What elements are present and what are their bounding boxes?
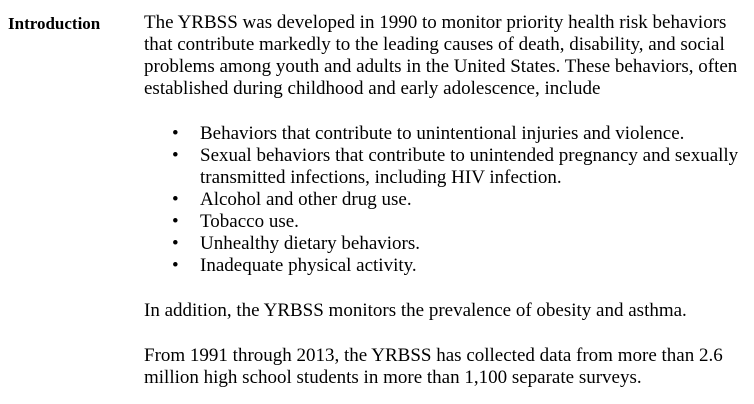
bullet-icon: • [172,189,179,210]
list-item-text: Tobacco use. [200,211,299,232]
list-item: • Unhealthy dietary behaviors. [172,233,748,255]
list-item: • Alcohol and other drug use. [172,189,748,211]
bullet-icon: • [172,211,179,232]
list-item: • Inadequate physical activity. [172,255,748,277]
list-item: • Sexual behaviors that contribute to un… [172,145,748,189]
list-item-text: Sexual behaviors that contribute to unin… [200,145,739,188]
behavior-list: • Behaviors that contribute to unintenti… [144,123,748,277]
list-item-text: Alcohol and other drug use. [200,189,412,210]
list-item-text: Inadequate physical activity. [200,255,417,276]
list-item-text: Unhealthy dietary behaviors. [200,233,421,254]
list-item-text: Behaviors that contribute to unintention… [200,123,685,144]
bullet-icon: • [172,233,179,254]
prevalence-paragraph: In addition, the YRBSS monitors the prev… [144,300,687,321]
section-heading: Introduction [8,14,101,33]
bullet-icon: • [172,255,179,276]
bullet-icon: • [172,145,179,166]
intro-paragraph: The YRBSS was developed in 1990 to monit… [144,12,738,99]
data-collection-paragraph: From 1991 through 2013, the YRBSS has co… [144,345,723,388]
list-item: • Behaviors that contribute to unintenti… [172,123,748,145]
list-item: • Tobacco use. [172,211,748,233]
section-body: The YRBSS was developed in 1990 to monit… [144,12,748,389]
bullet-icon: • [172,123,179,144]
